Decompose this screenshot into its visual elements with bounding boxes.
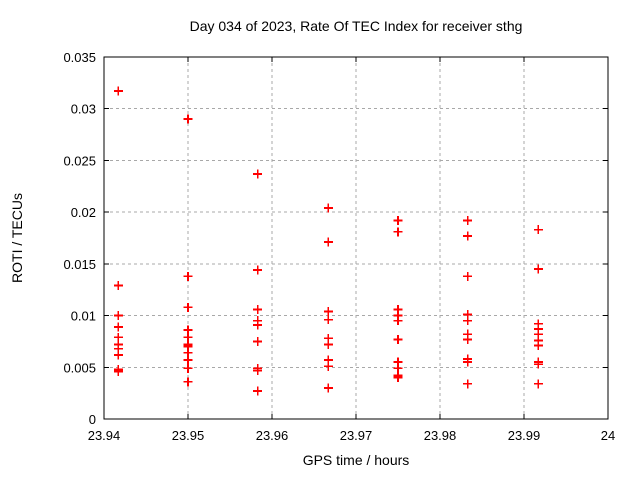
plus-marker (113, 350, 123, 360)
plus-marker (113, 281, 123, 291)
y-tick-label: 0.005 (63, 360, 96, 375)
plus-marker (533, 264, 543, 274)
plus-marker (463, 379, 473, 389)
x-tick-label: 23.95 (172, 428, 205, 443)
plus-marker (463, 231, 473, 241)
x-tick-label: 23.94 (88, 428, 121, 443)
plus-marker (113, 311, 123, 321)
plus-marker (253, 365, 263, 375)
data-points (113, 86, 543, 396)
plus-marker (253, 304, 263, 314)
plus-marker (463, 357, 473, 367)
x-axis-label: GPS time / hours (303, 452, 410, 468)
plus-marker (463, 215, 473, 225)
axes-and-ticks: 23.94 23.95 23.96 23.97 23.98 23.99 24 0 0.005 0.… (63, 50, 615, 443)
plus-marker (393, 373, 403, 383)
plus-marker (463, 271, 473, 281)
plus-marker (253, 169, 263, 179)
x-tick-label: 23.97 (340, 428, 373, 443)
x-tick-label: 23.98 (424, 428, 457, 443)
plus-marker (323, 340, 333, 350)
plus-marker (533, 359, 543, 369)
plus-marker (323, 361, 333, 371)
plus-marker (393, 316, 403, 326)
chart-title: Day 034 of 2023, Rate Of TEC Index for r… (190, 18, 523, 34)
plus-marker (183, 377, 193, 387)
plus-marker (393, 334, 403, 344)
plus-marker (533, 341, 543, 351)
plus-marker (253, 320, 263, 330)
y-tick-label: 0.01 (71, 309, 96, 324)
y-axis-label: ROTI / TECUs (9, 193, 25, 283)
y-tick-label: 0.035 (63, 50, 96, 65)
plus-marker (113, 86, 123, 96)
plus-marker (323, 237, 333, 247)
y-tick-label: 0.015 (63, 257, 96, 272)
plus-marker (393, 215, 403, 225)
plus-marker (253, 386, 263, 396)
y-tick-label: 0 (89, 412, 96, 427)
plus-marker (183, 271, 193, 281)
plus-marker (323, 383, 333, 393)
plus-marker (183, 114, 193, 124)
plus-marker (113, 322, 123, 332)
plus-marker (533, 225, 543, 235)
y-tick-label: 0.03 (71, 102, 96, 117)
plus-marker (393, 227, 403, 237)
plus-marker (183, 363, 193, 373)
plus-marker (323, 315, 333, 325)
plus-marker (463, 316, 473, 326)
y-tick-label: 0.02 (71, 205, 96, 220)
plus-marker (253, 336, 263, 346)
plus-marker (183, 355, 193, 365)
x-tick-label: 23.96 (256, 428, 289, 443)
plus-marker (253, 265, 263, 275)
x-tick-label: 23.99 (508, 428, 541, 443)
plus-marker (323, 203, 333, 213)
gridlines (104, 57, 608, 419)
y-tick-label: 0.025 (63, 153, 96, 168)
plus-marker (533, 379, 543, 389)
x-tick-label: 24 (601, 428, 615, 443)
plus-marker (463, 334, 473, 344)
plus-marker (113, 366, 123, 376)
plus-marker (323, 306, 333, 316)
plus-marker (183, 302, 193, 312)
